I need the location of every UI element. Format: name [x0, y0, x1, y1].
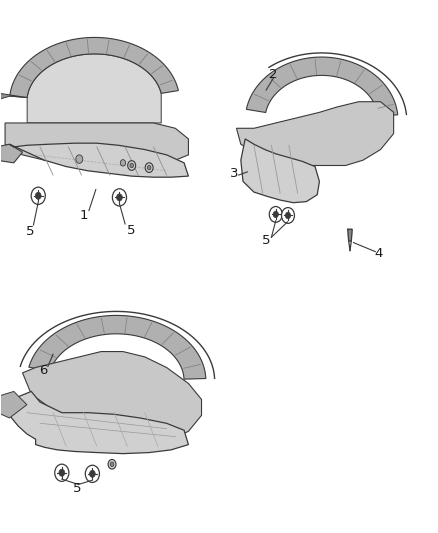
- Circle shape: [89, 470, 95, 478]
- Circle shape: [76, 155, 83, 164]
- Circle shape: [269, 206, 282, 222]
- Polygon shape: [0, 391, 27, 418]
- Text: 5: 5: [262, 235, 270, 247]
- Polygon shape: [27, 54, 161, 123]
- Polygon shape: [246, 57, 398, 116]
- Text: 4: 4: [374, 247, 382, 260]
- Polygon shape: [5, 123, 188, 160]
- Polygon shape: [10, 143, 188, 177]
- Polygon shape: [0, 92, 27, 101]
- Polygon shape: [241, 139, 319, 203]
- Circle shape: [120, 160, 126, 166]
- Text: 5: 5: [127, 224, 136, 237]
- Text: 3: 3: [230, 167, 239, 180]
- Text: 6: 6: [39, 364, 48, 377]
- Text: 5: 5: [26, 225, 35, 238]
- Polygon shape: [10, 37, 178, 98]
- Polygon shape: [22, 352, 201, 442]
- Circle shape: [113, 189, 127, 206]
- Circle shape: [130, 163, 134, 168]
- Circle shape: [59, 469, 65, 477]
- Polygon shape: [237, 102, 394, 165]
- Polygon shape: [10, 391, 188, 454]
- Circle shape: [110, 462, 114, 466]
- Circle shape: [145, 163, 153, 173]
- Polygon shape: [348, 229, 352, 241]
- Circle shape: [128, 160, 136, 171]
- Circle shape: [147, 165, 151, 170]
- Circle shape: [273, 211, 279, 217]
- Circle shape: [55, 464, 69, 481]
- Circle shape: [117, 194, 122, 201]
- Text: 1: 1: [79, 209, 88, 222]
- Circle shape: [282, 207, 294, 223]
- Text: 2: 2: [269, 68, 278, 80]
- Circle shape: [85, 465, 99, 482]
- Text: 5: 5: [73, 482, 81, 495]
- Circle shape: [285, 212, 291, 219]
- Polygon shape: [29, 316, 206, 379]
- Circle shape: [31, 187, 45, 205]
- Circle shape: [108, 459, 116, 469]
- Circle shape: [35, 192, 41, 199]
- Polygon shape: [0, 144, 22, 163]
